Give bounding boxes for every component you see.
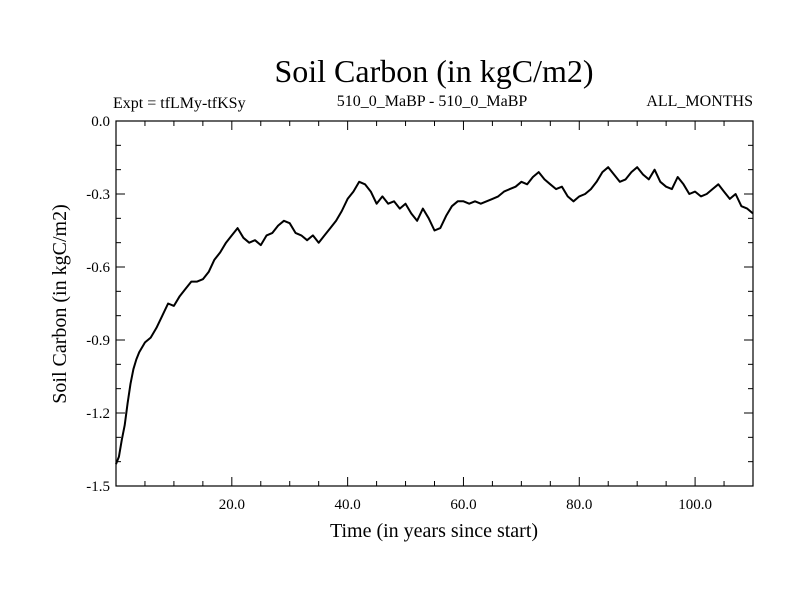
x-tick-label: 20.0 xyxy=(219,497,245,513)
x-tick-label: 80.0 xyxy=(566,497,592,513)
y-tick-label: -1.5 xyxy=(86,479,110,495)
soil-carbon-series-line xyxy=(115,166,754,465)
experiment-label: Expt = tfLMy-tfKSy xyxy=(113,95,246,112)
y-axis-label: Soil Carbon (in kgC/m2) xyxy=(49,204,71,403)
plot-area: 20.0 40.0 60.0 80.0 100.0 0.0 -0.3 -0.6 -0.9 -1.2… xyxy=(86,114,754,513)
y-tick-label: 0.0 xyxy=(91,114,110,130)
y-tick-label: -0.6 xyxy=(86,260,110,276)
x-tick-label: 40.0 xyxy=(335,497,361,513)
y-tick-label: -1.2 xyxy=(86,406,110,422)
y-tick-label: -0.3 xyxy=(86,187,110,203)
x-tick-label: 60.0 xyxy=(450,497,476,513)
chart-title: Soil Carbon (in kgC/m2) xyxy=(274,53,593,89)
x-axis-label: Time (in years since start) xyxy=(330,520,538,542)
period-label: 510_0_MaBP - 510_0_MaBP xyxy=(337,93,528,110)
y-tick-label: -0.9 xyxy=(86,333,110,349)
x-tick-label: 100.0 xyxy=(678,497,712,513)
months-label: ALL_MONTHS xyxy=(646,93,753,110)
